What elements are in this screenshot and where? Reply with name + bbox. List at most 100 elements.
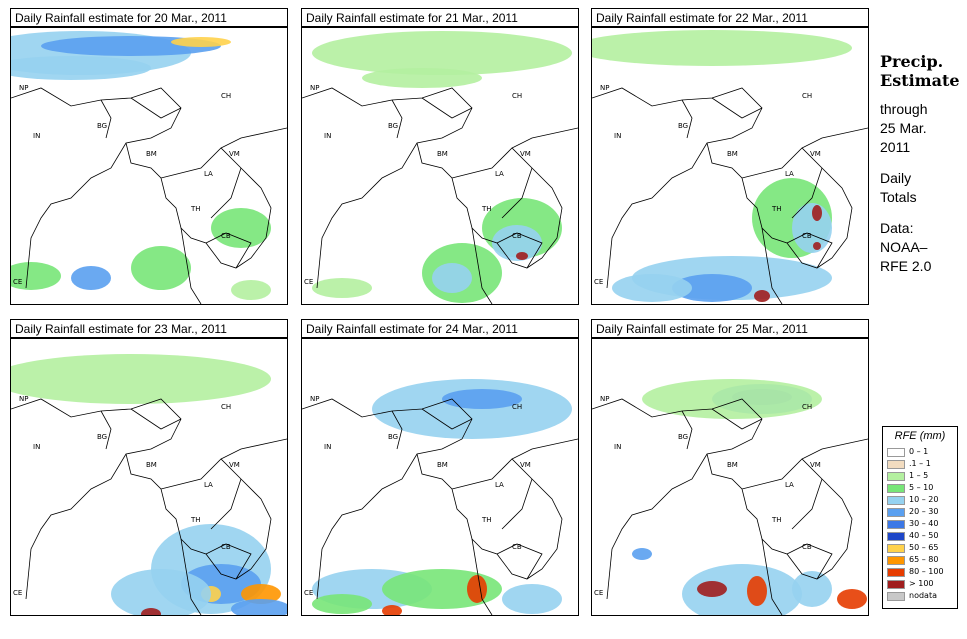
side-date: 25 Mar.: [880, 120, 927, 136]
rainfall-area: [312, 594, 372, 614]
panel-title: Daily Rainfall estimate for 22 Mar., 201…: [591, 8, 869, 27]
rainfall-map: NP CH IN BG BM VM LA TH CB CE: [10, 27, 288, 305]
country-label-vm: VM: [520, 150, 531, 158]
country-label-th: TH: [481, 516, 492, 524]
rainfall-area: [672, 274, 752, 302]
rainfall-legend: RFE (mm) 0 – 1 .1 – 1 1 – 5 5 – 10 10 – 20 20…: [882, 426, 958, 609]
side-annotation: Precip. Estimate through 25 Mar. 2011 Da…: [880, 52, 965, 276]
country-label-bm: BM: [146, 150, 157, 158]
country-label-th: TH: [190, 205, 201, 213]
country-label-la: LA: [204, 170, 213, 178]
country-label-bg: BG: [678, 122, 688, 130]
legend-swatch: [887, 508, 905, 517]
country-label-bg: BG: [97, 433, 107, 441]
legend-swatch: [887, 496, 905, 505]
legend-item: 0 – 1: [887, 447, 955, 458]
rainfall-area: [492, 225, 542, 261]
country-label-ce: CE: [13, 278, 22, 286]
legend-label: 40 – 50: [909, 531, 939, 540]
country-label-cb: CB: [512, 232, 522, 240]
country-label-np: NP: [310, 84, 319, 92]
country-label-ce: CE: [594, 278, 603, 286]
panel-title: Daily Rainfall estimate for 20 Mar., 201…: [10, 8, 288, 27]
legend-label: 5 – 10: [909, 483, 934, 492]
country-label-ce: CE: [594, 589, 603, 597]
rainfall-area: [632, 548, 652, 560]
panel-title: Daily Rainfall estimate for 24 Mar., 201…: [301, 319, 579, 338]
legend-swatch: [887, 460, 905, 469]
rainfall-area: [312, 278, 372, 298]
side-data-label: Data:: [880, 220, 914, 236]
country-label-ch: CH: [221, 403, 231, 411]
map-panel: Daily Rainfall estimate for 22 Mar., 201…: [591, 8, 871, 308]
country-label-ce: CE: [13, 589, 22, 597]
side-year: 2011: [880, 139, 911, 155]
rainfall-area: [231, 599, 287, 615]
country-label-ch: CH: [802, 92, 812, 100]
rainfall-area: [642, 379, 822, 419]
map-panel: Daily Rainfall estimate for 21 Mar., 201…: [301, 8, 581, 308]
rainfall-area: [813, 242, 821, 250]
country-label-cb: CB: [512, 543, 522, 551]
country-label-vm: VM: [229, 150, 240, 158]
rainfall-area: [682, 564, 802, 615]
country-label-bm: BM: [437, 150, 448, 158]
rainfall-area: [131, 246, 191, 290]
country-label-th: TH: [481, 205, 492, 213]
panel-title: Daily Rainfall estimate for 23 Mar., 201…: [10, 319, 288, 338]
country-label-bm: BM: [727, 461, 738, 469]
country-label-th: TH: [771, 516, 782, 524]
rainfall-area: [612, 274, 692, 302]
country-label-bg: BG: [678, 433, 688, 441]
rainfall-area: [231, 280, 271, 300]
legend-label: 30 – 40: [909, 519, 939, 528]
rainfall-area: [111, 569, 211, 615]
legend-item: 65 – 80: [887, 555, 955, 566]
country-label-la: LA: [495, 170, 504, 178]
country-label-cb: CB: [221, 543, 231, 551]
legend-label: 50 – 65: [909, 543, 939, 552]
rainfall-area: [432, 263, 472, 293]
map-panel: Daily Rainfall estimate for 20 Mar., 201…: [10, 8, 290, 308]
country-borders: [11, 398, 287, 615]
legend-swatch: [887, 556, 905, 565]
country-label-cb: CB: [802, 543, 812, 551]
rainfall-area: [372, 379, 572, 439]
legend-label: nodata: [909, 591, 937, 600]
side-through: through: [880, 101, 928, 117]
legend-swatch: [887, 484, 905, 493]
country-label-np: NP: [600, 395, 609, 403]
side-daily: Daily: [880, 170, 912, 186]
country-label-vm: VM: [520, 461, 531, 469]
legend-swatch: [887, 544, 905, 553]
legend-item: 80 – 100: [887, 567, 955, 578]
rainfall-area: [837, 589, 867, 609]
rainfall-map: NP CH IN BG BM VM LA TH CB CE: [301, 27, 579, 305]
rainfall-map: NP CH IN BG BM VM LA TH CB CE: [301, 338, 579, 616]
rainfall-area: [11, 56, 151, 80]
country-label-np: NP: [310, 395, 319, 403]
rainfall-area: [516, 252, 528, 260]
country-borders: [302, 398, 578, 615]
country-label-bg: BG: [388, 122, 398, 130]
country-label-ch: CH: [221, 92, 231, 100]
legend-swatch: [887, 580, 905, 589]
rainfall-area: [747, 576, 767, 606]
country-borders: [11, 87, 287, 304]
rainfall-area: [71, 266, 111, 290]
rainfall-area: [592, 30, 852, 66]
legend-swatch: [887, 568, 905, 577]
legend-label: .1 – 1: [909, 459, 931, 468]
country-label-vm: VM: [810, 461, 821, 469]
rainfall-area: [11, 262, 61, 290]
legend-swatch: [887, 448, 905, 457]
legend-item: > 100: [887, 579, 955, 590]
country-borders: [302, 87, 578, 304]
legend-title: RFE (mm): [894, 430, 946, 442]
map-panel: Daily Rainfall estimate for 25 Mar., 201…: [591, 319, 871, 619]
side-title-line1: Precip.: [880, 52, 944, 71]
country-label-ch: CH: [512, 92, 522, 100]
country-label-np: NP: [19, 395, 28, 403]
country-label-bg: BG: [97, 122, 107, 130]
legend-item: 40 – 50: [887, 531, 955, 542]
